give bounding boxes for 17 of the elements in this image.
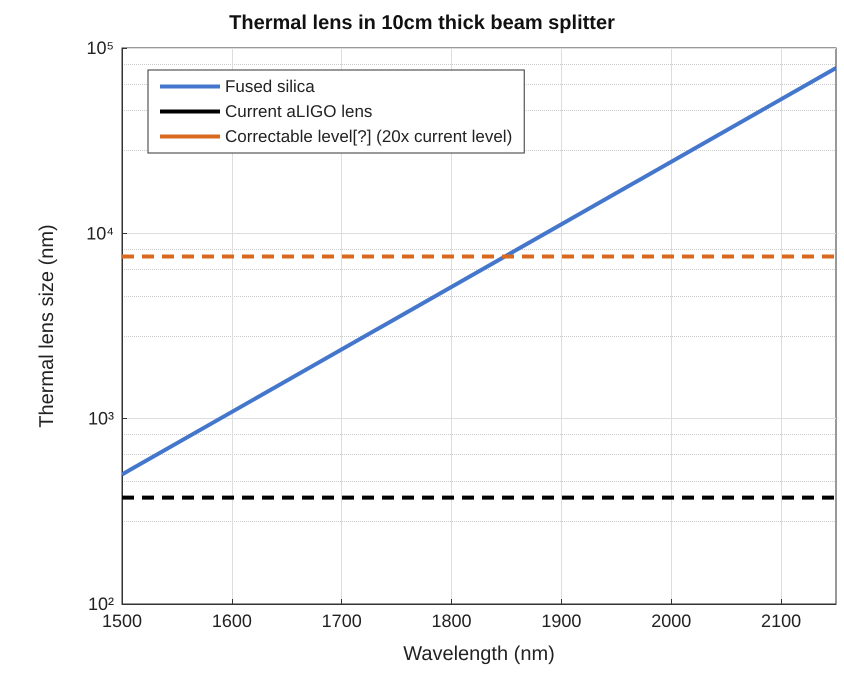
x-tick-label: 1700 <box>322 611 362 631</box>
legend-label: Current aLIGO lens <box>225 102 372 121</box>
y-tick-label: 10² <box>88 594 114 614</box>
x-tick-label: 2000 <box>651 611 692 631</box>
x-tick-label: 2100 <box>761 611 802 631</box>
x-axis-title: Wavelength (nm) <box>403 643 555 665</box>
x-tick-label: 1900 <box>541 611 582 631</box>
x-tick-label: 1800 <box>432 611 472 631</box>
legend-label: Correctable level[?] (20x current level) <box>225 127 512 146</box>
chart-title: Thermal lens in 10cm thick beam splitter <box>229 12 616 34</box>
x-tick-label: 1600 <box>212 611 252 631</box>
y-tick-label: 10³ <box>88 408 114 429</box>
y-axis-title: Thermal lens size (nm) <box>36 224 58 428</box>
y-tick-label: 10⁴ <box>86 223 114 244</box>
x-tick-label: 1500 <box>102 611 142 631</box>
y-tick-label: 10⁵ <box>86 38 114 58</box>
legend-label: Fused silica <box>225 77 316 96</box>
